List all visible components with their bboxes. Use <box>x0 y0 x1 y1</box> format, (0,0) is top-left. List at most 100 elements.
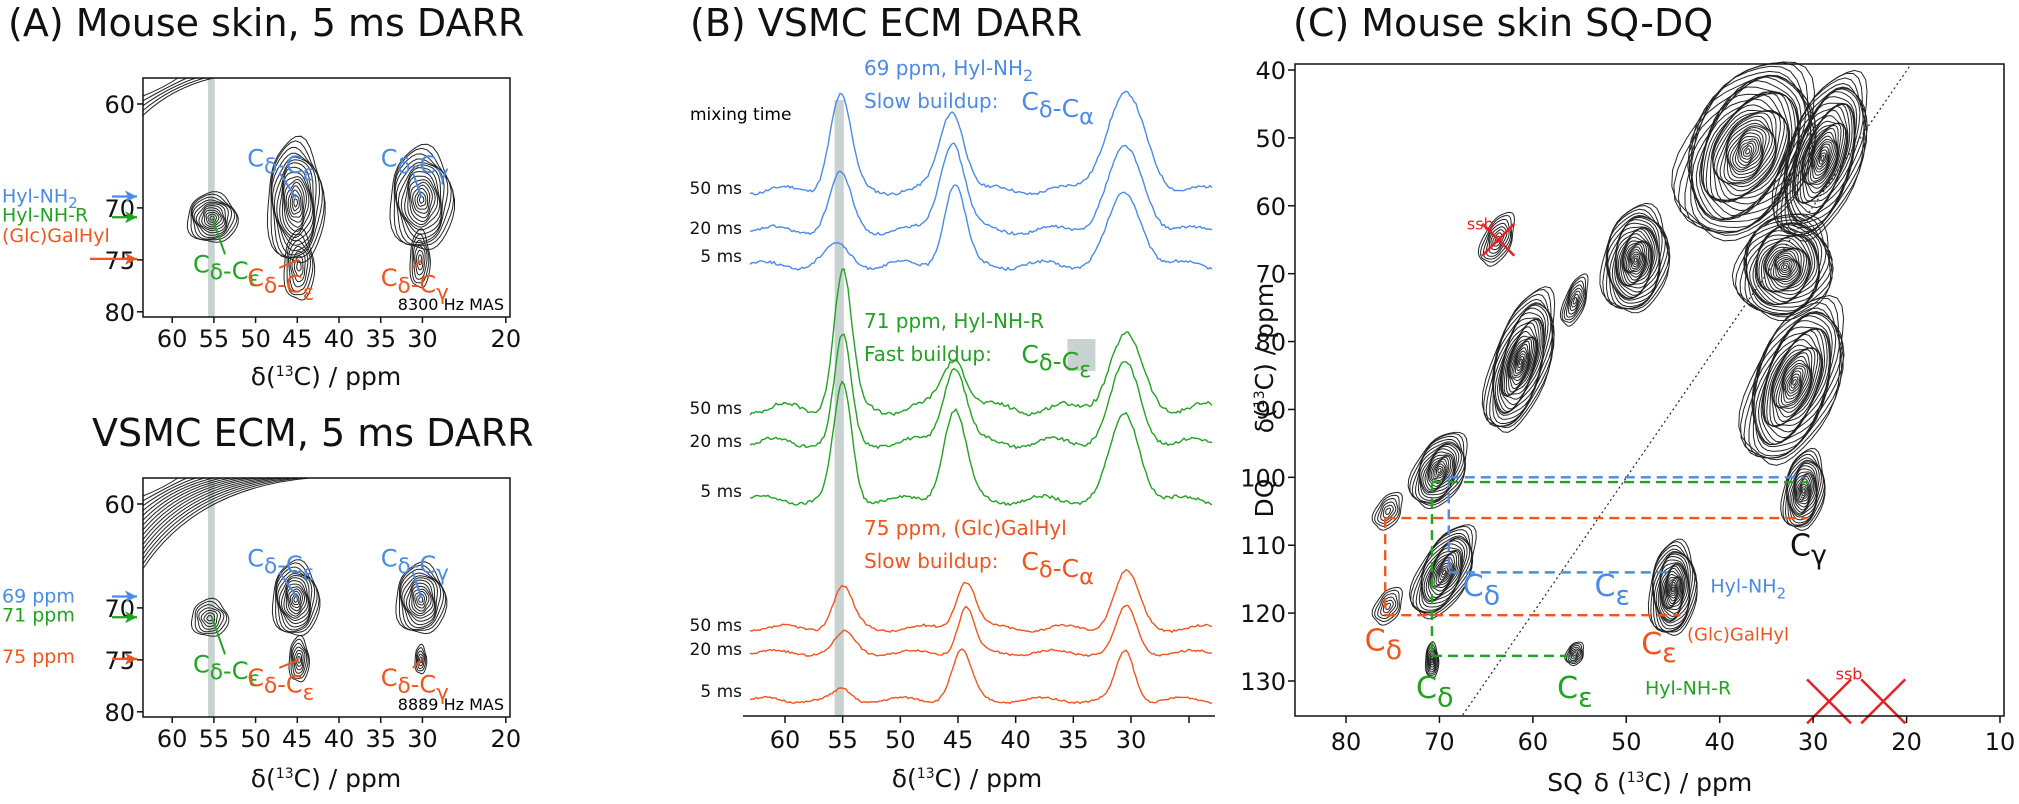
sq-dq-contour <box>1633 257 1638 263</box>
sq-dq-contour <box>1420 445 1457 494</box>
sq-dq-contour <box>1618 230 1653 287</box>
x-tick-label: 60 <box>1518 728 1549 756</box>
x-tick-label: 55 <box>199 725 230 753</box>
y-tick-label: 90 <box>1255 396 1286 424</box>
sq-dq-contour <box>1493 307 1547 415</box>
sq-dq-contour <box>1492 303 1552 420</box>
sq-dq-contour <box>1440 567 1448 578</box>
x-tick-label: 20 <box>1891 728 1922 756</box>
sq-dq-contour <box>1419 443 1460 496</box>
atom: C <box>1790 528 1811 563</box>
peak-leader-line <box>412 259 423 269</box>
sq-dq-contour <box>1802 123 1842 194</box>
cross-peak-contour <box>278 574 311 625</box>
slice-trace <box>749 268 1213 417</box>
sq-dq-contour <box>1779 260 1791 273</box>
cross-peak-contour <box>292 646 306 674</box>
subscript: δ <box>264 154 277 179</box>
peak-label: Cδ-Cε <box>247 544 314 585</box>
sq-dq-contour <box>1382 599 1394 614</box>
atom: C <box>286 151 303 179</box>
diagonal-line <box>1462 66 1910 716</box>
atom: C <box>1557 671 1578 706</box>
y-tick-label: 80 <box>1255 329 1286 357</box>
sq-dq-contour <box>1794 105 1849 204</box>
cross-peak-contour <box>401 575 439 626</box>
group-subtitle: Slow buildup: <box>864 89 999 113</box>
sq-dq-contour <box>1565 284 1585 318</box>
sq-dq-contour <box>1793 103 1851 209</box>
sq-dq-contour <box>1426 454 1454 490</box>
sq-dq-contour <box>1786 459 1822 524</box>
atom: C <box>247 544 264 572</box>
cross-peak-contour <box>400 167 442 231</box>
sq-dq-contour <box>1758 235 1812 296</box>
sq-dq-contour <box>1652 552 1691 627</box>
diagonal-contour <box>142 77 188 102</box>
cross-peak-contour <box>193 201 229 236</box>
ssb-label: ssb <box>1467 215 1494 234</box>
x-tick-label: 35 <box>365 325 396 353</box>
peak-leader-line <box>278 658 300 669</box>
diagonal-contour <box>142 477 223 521</box>
x-tick-label: 40 <box>324 725 355 753</box>
slice-trace <box>749 604 1213 657</box>
sq-dq-contour <box>1482 218 1512 260</box>
y-tick-label: 40 <box>1255 57 1286 85</box>
atom: C <box>232 257 249 285</box>
cross-peak-contour <box>192 199 233 239</box>
x-tick-label: 40 <box>1704 728 1735 756</box>
cross-peak-contour <box>416 593 426 606</box>
sq-dq-contour <box>1745 224 1820 306</box>
sq-dq-contour <box>1518 358 1523 366</box>
sq-dq-contour <box>1780 447 1826 531</box>
diagonal-contour <box>142 477 196 507</box>
sq-dq-contour <box>1660 564 1686 614</box>
diagonal-contour <box>142 477 214 516</box>
cross-peak-contour <box>419 195 425 204</box>
carbon-label: Cδ <box>1463 569 1500 611</box>
sq-dq-contour <box>1571 650 1579 658</box>
sq-dq-contour <box>1374 494 1400 527</box>
cross-peak-contour <box>286 586 305 615</box>
peak-leader-line <box>278 571 299 599</box>
atom: C <box>232 657 249 685</box>
subscript: δ <box>264 274 277 299</box>
sq-dq-contour <box>1629 248 1644 272</box>
y-tick-label: 120 <box>1240 600 1286 628</box>
sq-dq-contour <box>1712 109 1781 197</box>
sq-dq-contour <box>1572 297 1578 305</box>
atom: C <box>1062 347 1079 376</box>
sq-dq-contour <box>1712 109 1785 201</box>
cross-peak-contour <box>285 181 305 223</box>
dash: - <box>277 551 286 579</box>
diagonal-contour <box>142 477 284 555</box>
sq-dq-contour <box>1794 474 1813 508</box>
cross-peak-contour <box>419 656 423 664</box>
row-marker-label: Hyl-NH2 <box>2 186 78 213</box>
sq-dq-contour <box>1800 486 1807 497</box>
subscript: 2 <box>68 194 78 212</box>
sq-dq-contour <box>1734 213 1833 318</box>
peak-leader-line <box>411 571 423 598</box>
subscript: α <box>1079 564 1094 590</box>
sq-dq-contour <box>1430 458 1448 482</box>
x-axis-label: δ (13C) / ppm <box>1594 768 1752 797</box>
sq-dq-contour <box>1492 304 1549 416</box>
sq-dq-contour <box>1803 124 1839 189</box>
cross-peak-contour <box>417 653 424 667</box>
x-tick-label: 35 <box>1058 726 1089 754</box>
cross-peak-contour <box>190 193 238 241</box>
sq-dq-contour <box>1565 643 1584 665</box>
y-tick-label: 60 <box>104 91 135 119</box>
sq-dq-contour <box>1701 90 1793 212</box>
panel-a-vsmc-ecm: VSMC ECM, 5 ms DARR Cδ-CεCδ-CεCδ-CγCδ-Cε… <box>2 411 534 793</box>
sq-dq-contour <box>1743 222 1827 312</box>
cross-peak-contour <box>407 175 439 226</box>
panel-c-title: (C) Mouse skin SQ-DQ <box>1293 1 1713 45</box>
sq-dq-contour <box>1729 129 1764 173</box>
sq-dq-contour <box>1661 565 1684 611</box>
cross-peak-contour <box>410 181 433 219</box>
sq-dq-contour <box>1418 535 1473 611</box>
